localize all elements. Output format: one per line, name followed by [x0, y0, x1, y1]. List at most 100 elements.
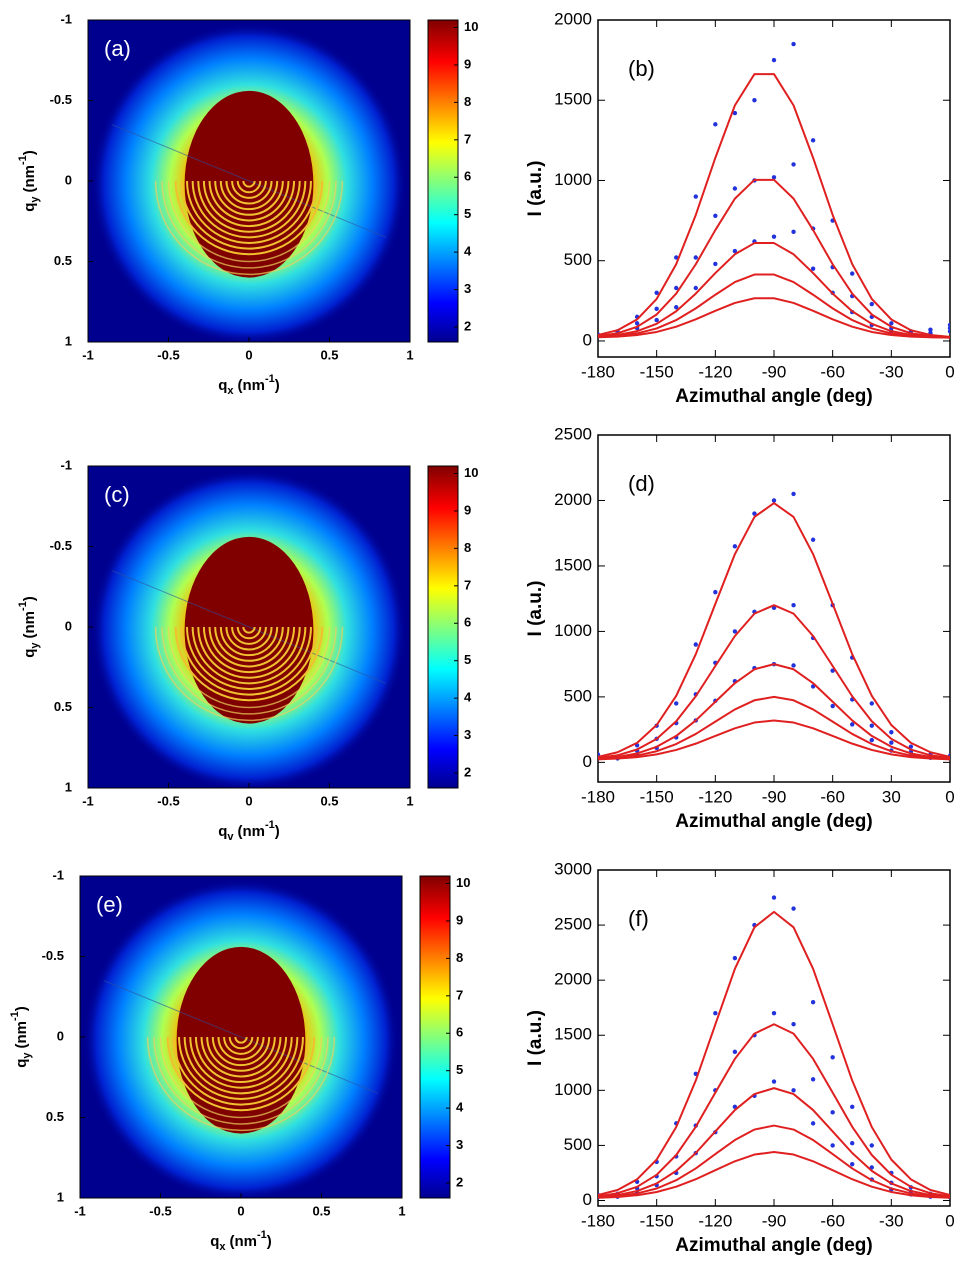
- x-tick-label: -180: [581, 787, 615, 806]
- integration-arc: [154, 180, 344, 276]
- y-tick-label: 0: [65, 618, 72, 633]
- x-tick-label: -90: [762, 362, 787, 381]
- data-point: [850, 1104, 855, 1110]
- y-tick-label: 2000: [554, 490, 592, 509]
- data-point: [634, 321, 640, 326]
- data-point: [693, 285, 698, 291]
- data-point: [791, 229, 796, 235]
- integration-arc: [180, 180, 318, 250]
- integration-arc: [219, 180, 279, 211]
- x-tick-label: -150: [640, 362, 674, 381]
- integration-arc: [214, 180, 284, 216]
- colorbar-tick-label: 4: [464, 244, 472, 259]
- data-point: [869, 737, 874, 743]
- fit-curve: [598, 695, 950, 761]
- data-point: [850, 271, 855, 276]
- colorbar: [427, 465, 459, 789]
- data-point: [889, 740, 894, 745]
- x-tick-label: 0: [237, 1203, 244, 1218]
- y-tick-label: 0: [583, 752, 592, 771]
- label-part: (nm: [238, 377, 266, 394]
- data-point: [654, 317, 659, 323]
- integration-arc: [183, 1036, 299, 1095]
- x-tick-label: 1: [406, 793, 413, 808]
- x-tick-label: 0.5: [320, 793, 338, 808]
- y-tick-label: 0.5: [54, 699, 72, 714]
- plot-area: [598, 41, 950, 339]
- x-tick-label: 0: [945, 1211, 954, 1230]
- data-point: [693, 194, 698, 199]
- colorbar-tick-label: 3: [456, 1137, 463, 1152]
- y-tick-label: -0.5: [50, 92, 72, 107]
- integration-arc: [231, 180, 267, 199]
- integration-arc: [174, 626, 324, 702]
- label-part: (nm: [21, 165, 38, 193]
- label-part: ): [21, 150, 38, 155]
- y-tick-label: 1000: [554, 1080, 592, 1099]
- x-tick-label: -0.5: [149, 1203, 171, 1218]
- data-point: [791, 162, 796, 167]
- label-sub: y: [29, 642, 41, 649]
- integration-arc: [166, 1036, 316, 1112]
- integration-arc: [223, 1036, 259, 1055]
- integration-arc: [200, 1036, 282, 1078]
- colorbar-tick-label: 4: [464, 690, 472, 705]
- x-tick-label: -1: [74, 1203, 86, 1218]
- integration-arc: [146, 1036, 336, 1132]
- integration-arc: [186, 180, 312, 244]
- label-sub: v: [227, 831, 234, 843]
- data-point: [869, 1143, 874, 1148]
- x-axis-label: Azimuthal angle (deg): [675, 811, 872, 832]
- x-tick-label: 0: [245, 347, 252, 362]
- colorbar-tick-label: 7: [456, 987, 463, 1002]
- data-point: [752, 98, 757, 103]
- detector-streak: [111, 124, 387, 238]
- integration-arc: [194, 1036, 288, 1084]
- y-axis-label: qy (nm-1): [17, 596, 41, 658]
- data-point: [810, 1077, 816, 1082]
- data-point: [654, 290, 659, 296]
- data-point: [713, 589, 718, 595]
- integration-arc: [236, 626, 262, 640]
- data-point: [810, 138, 816, 143]
- data-point: [830, 668, 835, 673]
- y-tick-label: 2500: [554, 915, 592, 934]
- panel-label: (f): [628, 906, 649, 931]
- colorbar-tick-label: 5: [456, 1062, 463, 1077]
- integration-arc: [217, 1036, 265, 1061]
- integration-arc: [159, 1036, 323, 1119]
- integration-arc: [178, 1036, 304, 1100]
- data-point: [732, 629, 738, 634]
- saturated-core: [184, 90, 314, 278]
- y-tick-label: 3000: [554, 859, 592, 878]
- y-axis-label: I (a.u.): [525, 1010, 546, 1066]
- x-tick-label: -1: [82, 347, 94, 362]
- data-point: [791, 1088, 796, 1093]
- integration-arc: [197, 626, 301, 679]
- x-tick-label: -1: [82, 793, 94, 808]
- fit-curve: [598, 502, 950, 758]
- fit-curve: [598, 1023, 950, 1198]
- plot-area: [598, 895, 950, 1200]
- colorbar-tick-label: 2: [464, 318, 471, 333]
- integration-arc: [214, 626, 284, 662]
- label-sup: -1: [17, 601, 29, 611]
- colorbar-tick-label: 10: [464, 465, 478, 480]
- data-point: [830, 1055, 835, 1060]
- label-part: q: [21, 649, 38, 658]
- x-axis-label: Azimuthal angle (deg): [675, 1235, 872, 1256]
- integration-arc: [186, 626, 312, 690]
- colorbar-tick-label: 9: [464, 56, 471, 71]
- y-tick-label: -1: [60, 11, 72, 26]
- data-point: [674, 701, 679, 706]
- data-point: [947, 329, 950, 334]
- data-point: [732, 110, 738, 116]
- colorbar-tick-label: 5: [464, 206, 471, 221]
- label-sub: x: [227, 385, 234, 397]
- data-point: [908, 744, 914, 749]
- y-tick-label: 1: [57, 1189, 64, 1204]
- label-part: q: [13, 1059, 30, 1068]
- x-tick-label: -90: [762, 1211, 787, 1230]
- y-tick-label: 500: [564, 686, 592, 705]
- data-point: [771, 234, 777, 239]
